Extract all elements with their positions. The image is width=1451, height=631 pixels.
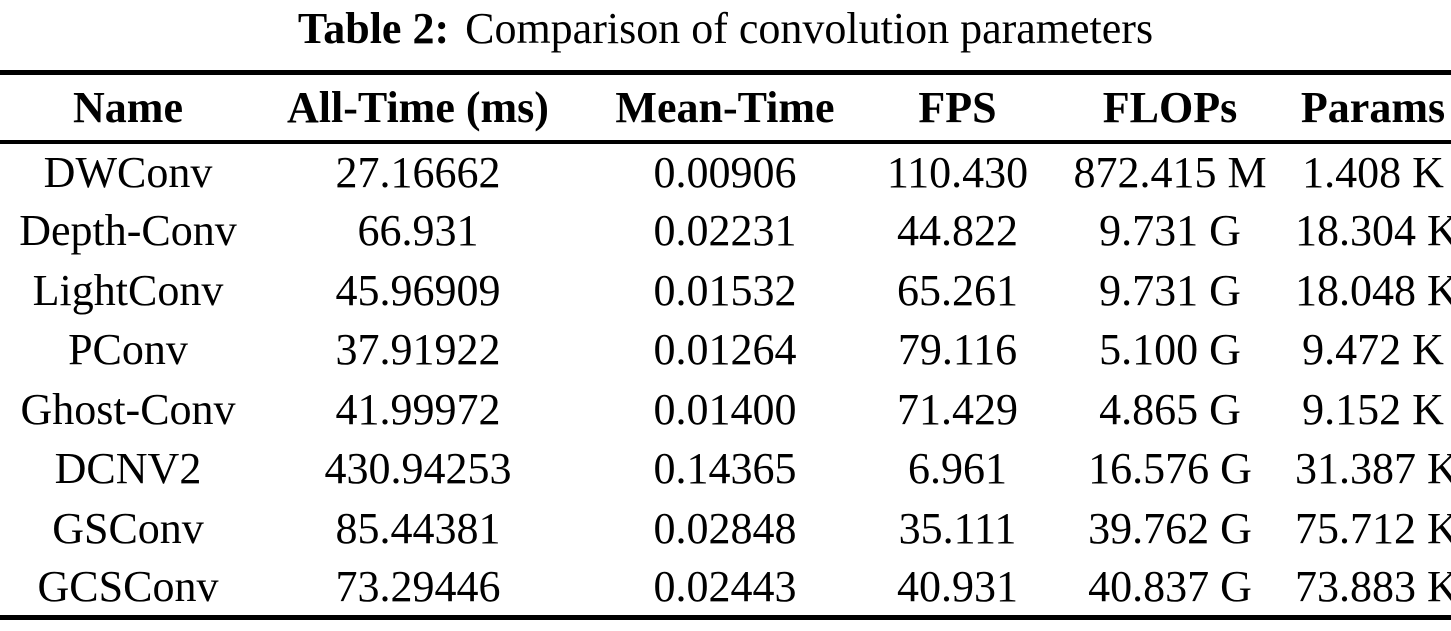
table-row-gcsconv: GCSConv 73.29446 0.02443 40.931 40.837 G… xyxy=(0,558,1451,618)
cell-name: GCSConv xyxy=(37,562,219,611)
cell-fps: 65.261 xyxy=(897,265,1018,315)
cell-name: DCNV2 xyxy=(54,444,202,494)
column-header-params: Params xyxy=(1300,82,1446,132)
cell-flops: 9.731 G xyxy=(1099,265,1241,315)
cell-name: PConv xyxy=(68,325,188,375)
cell-mean-time: 0.02848 xyxy=(653,503,797,553)
cell-flops: 4.865 G xyxy=(1099,384,1241,434)
cell-params: 31.387 K xyxy=(1295,444,1451,494)
cell-all-time: 85.44381 xyxy=(335,503,501,553)
cell-flops: 16.576 G xyxy=(1088,444,1252,494)
cell-all-time: 37.91922 xyxy=(335,325,501,375)
cell-fps: 79.116 xyxy=(897,325,1018,375)
cell-name: LightConv xyxy=(32,265,224,315)
cell-flops: 40.837 G xyxy=(1088,562,1252,611)
cell-params: 18.048 K xyxy=(1295,265,1451,315)
cell-params: 9.472 K xyxy=(1302,325,1444,375)
cell-mean-time: 0.01264 xyxy=(653,325,797,375)
cell-all-time: 73.29446 xyxy=(335,562,501,611)
cell-all-time: 41.99972 xyxy=(335,384,501,434)
cell-all-time: 45.96909 xyxy=(335,265,501,315)
table-caption-label: Table 2: xyxy=(297,4,450,53)
cell-all-time: 66.931 xyxy=(357,206,479,256)
cell-mean-time: 0.14365 xyxy=(653,444,797,494)
column-header-fps: FPS xyxy=(918,82,997,132)
table-caption-text: Comparison of convolution parameters xyxy=(465,4,1154,53)
column-header-mean-time: Mean-Time xyxy=(615,82,835,132)
cell-params: 18.304 K xyxy=(1295,206,1451,256)
table-row-depth-conv: Depth-Conv 66.931 0.02231 44.822 9.731 G… xyxy=(0,201,1451,261)
cell-name: Depth-Conv xyxy=(19,206,237,256)
cell-fps: 40.931 xyxy=(897,562,1018,611)
cell-name: Ghost-Conv xyxy=(20,384,236,434)
cell-name: DWConv xyxy=(43,147,213,197)
cell-fps: 6.961 xyxy=(908,444,1007,494)
table-row-lightconv: LightConv 45.96909 0.01532 65.261 9.731 … xyxy=(0,261,1451,321)
column-header-all-time: All-Time (ms) xyxy=(287,82,549,132)
table-caption: Table 2: Comparison of convolution parame… xyxy=(0,1,1451,57)
cell-all-time: 27.16662 xyxy=(335,147,501,197)
cell-mean-time: 0.02443 xyxy=(653,562,797,611)
cell-flops: 872.415 M xyxy=(1073,147,1267,197)
table-row-gsconv: GSConv 85.44381 0.02848 35.111 39.762 G … xyxy=(0,499,1451,559)
cell-params: 1.408 K xyxy=(1302,147,1444,197)
comparison-table: Name All-Time (ms) Mean-Time FPS FLOPs P… xyxy=(0,70,1451,620)
table-row-dwconv: DWConv 27.16662 0.00906 110.430 872.415 … xyxy=(0,142,1451,202)
table-row-ghost-conv: Ghost-Conv 41.99972 0.01400 71.429 4.865… xyxy=(0,380,1451,440)
cell-params: 9.152 K xyxy=(1302,384,1444,434)
cell-mean-time: 0.02231 xyxy=(653,206,797,256)
cell-flops: 5.100 G xyxy=(1099,325,1241,375)
column-header-flops: FLOPs xyxy=(1102,82,1238,132)
cell-mean-time: 0.01400 xyxy=(653,384,797,434)
cell-mean-time: 0.01532 xyxy=(653,265,797,315)
cell-fps: 110.430 xyxy=(886,147,1029,197)
table-row-dcnv2: DCNV2 430.94253 0.14365 6.961 16.576 G 3… xyxy=(0,439,1451,499)
cell-mean-time: 0.00906 xyxy=(653,147,797,197)
cell-fps: 44.822 xyxy=(897,206,1018,256)
column-header-name: Name xyxy=(73,82,183,132)
cell-all-time: 430.94253 xyxy=(324,444,512,494)
cell-fps: 71.429 xyxy=(897,384,1018,434)
cell-name: GSConv xyxy=(52,503,204,553)
cell-flops: 39.762 G xyxy=(1088,503,1252,553)
table-row-pconv: PConv 37.91922 0.01264 79.116 5.100 G 9.… xyxy=(0,320,1451,380)
header-row: Name All-Time (ms) Mean-Time FPS FLOPs P… xyxy=(0,73,1451,142)
cell-flops: 9.731 G xyxy=(1099,206,1241,256)
cell-params: 73.883 K xyxy=(1295,562,1451,611)
cell-params: 75.712 K xyxy=(1295,503,1451,553)
cell-fps: 35.111 xyxy=(898,503,1017,553)
